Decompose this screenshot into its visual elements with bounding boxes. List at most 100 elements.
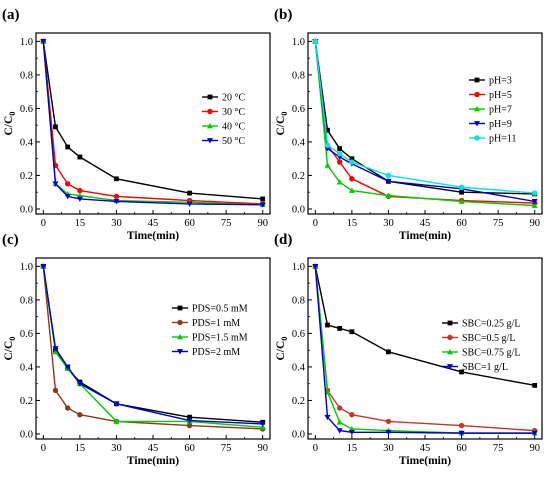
data-point <box>349 159 355 165</box>
y-axis-label: C/C0 <box>3 111 17 135</box>
legend-marker <box>447 364 453 370</box>
data-point <box>187 190 192 196</box>
data-point <box>458 430 465 437</box>
data-point <box>349 329 355 335</box>
y-tick-label: 0.6 <box>20 104 33 115</box>
data-point <box>52 348 59 355</box>
x-tick-label: 75 <box>493 218 504 229</box>
y-tick-label: 0.8 <box>292 295 305 306</box>
legend: PDS=0.5 mM PDS=1 mM PDS=1.5 mM PDS=2 mM <box>172 304 248 358</box>
legend-marker <box>447 349 453 355</box>
panel-label: (b) <box>274 7 292 23</box>
chart-panel-d: 0 15 30 45 60 75 90 0.0 0.2 0.4 0.6 0.8 1.0 Time(min)… <box>274 232 543 467</box>
data-point <box>324 142 331 148</box>
data-point <box>532 382 538 388</box>
y-tick-label: 0.2 <box>20 171 33 182</box>
legend-marker <box>177 305 183 311</box>
legend: pH=3 pH=5 pH=7 pH=9 pH=11 <box>469 76 517 145</box>
x-tick-label: 90 <box>257 218 268 229</box>
series-line <box>42 41 263 200</box>
x-axis-label: Time(min) <box>399 230 451 242</box>
x-tick-label: 0 <box>313 443 318 454</box>
x-axis-label: Time(min) <box>127 230 179 242</box>
data-point <box>53 124 58 130</box>
legend-label: pH=5 <box>489 90 512 101</box>
x-tick-label: 15 <box>75 443 86 454</box>
legend-label: pH=7 <box>489 105 512 116</box>
legend-label: SBC=0.25 g/L <box>462 319 520 330</box>
chart-panel-a: 0 15 30 45 60 75 90 0.0 0.2 0.4 0.6 0.8 1.0 Time(min)… <box>2 7 271 242</box>
legend-marker <box>474 77 480 83</box>
panel-label: (a) <box>2 7 20 23</box>
data-point <box>386 349 391 355</box>
x-axis-label: Time(min) <box>127 455 179 467</box>
legend-label: pH=3 <box>489 76 512 87</box>
data-point <box>77 411 83 418</box>
data-point <box>113 401 120 407</box>
data-point <box>186 418 193 424</box>
y-tick-label: 0.4 <box>20 362 34 373</box>
x-tick-label: 75 <box>221 218 232 229</box>
data-point <box>325 322 330 328</box>
data-point <box>336 419 343 425</box>
legend-label: SBC=0.5 g/L <box>462 333 515 344</box>
series-line <box>314 41 535 195</box>
data-point <box>336 405 343 411</box>
data-point <box>259 424 266 430</box>
x-tick-label: 15 <box>347 218 358 229</box>
series-3 <box>312 38 538 209</box>
x-tick-label: 0 <box>41 218 46 229</box>
series-line <box>42 266 263 423</box>
legend-marker <box>207 94 213 100</box>
data-point <box>260 196 266 202</box>
data-point <box>385 429 392 436</box>
data-point <box>348 187 355 193</box>
legend-label: PDS=1.5 mM <box>192 333 248 344</box>
y-axis-label: C/C0 <box>275 111 289 135</box>
x-tick-label: 30 <box>111 443 122 454</box>
y-tick-label: 1.0 <box>20 37 33 48</box>
legend-label: pH=9 <box>489 119 512 130</box>
data-point <box>52 346 59 352</box>
data-point <box>113 199 120 205</box>
data-point <box>40 263 47 270</box>
legend-label: PDS=2 mM <box>192 347 240 358</box>
panel-label: (d) <box>274 232 292 248</box>
data-point <box>52 181 59 187</box>
data-point <box>76 196 83 202</box>
data-point <box>324 162 331 168</box>
data-point <box>312 263 319 270</box>
y-tick-label: 0.4 <box>292 137 306 148</box>
legend-label: pH=11 <box>489 134 517 145</box>
data-point <box>336 428 343 434</box>
legend-marker <box>207 138 213 144</box>
y-tick-label: 0.2 <box>20 396 33 407</box>
y-tick-label: 0.4 <box>20 137 34 148</box>
legend-label: 30 °C <box>222 107 245 118</box>
data-point <box>349 156 355 162</box>
data-point <box>325 127 330 133</box>
legend-marker <box>474 135 480 141</box>
series-1 <box>40 263 266 425</box>
y-tick-label: 0.2 <box>292 396 305 407</box>
data-point <box>458 184 465 190</box>
x-tick-label: 60 <box>456 443 467 454</box>
legend-label: 40 °C <box>222 122 245 133</box>
series-line <box>42 266 263 425</box>
x-tick-label: 15 <box>75 218 86 229</box>
x-tick-label: 30 <box>383 443 394 454</box>
x-tick-label: 75 <box>493 443 504 454</box>
data-point <box>64 194 71 200</box>
data-point <box>531 202 538 209</box>
x-tick-label: 15 <box>347 443 358 454</box>
legend-marker <box>447 334 453 341</box>
data-point <box>336 154 343 161</box>
series-line <box>314 41 535 194</box>
data-point <box>458 422 465 429</box>
y-tick-label: 1.0 <box>20 262 33 273</box>
x-tick-label: 45 <box>420 443 431 454</box>
data-point <box>114 176 119 182</box>
legend-marker <box>474 106 480 112</box>
data-point <box>113 418 120 424</box>
data-point <box>64 181 71 187</box>
